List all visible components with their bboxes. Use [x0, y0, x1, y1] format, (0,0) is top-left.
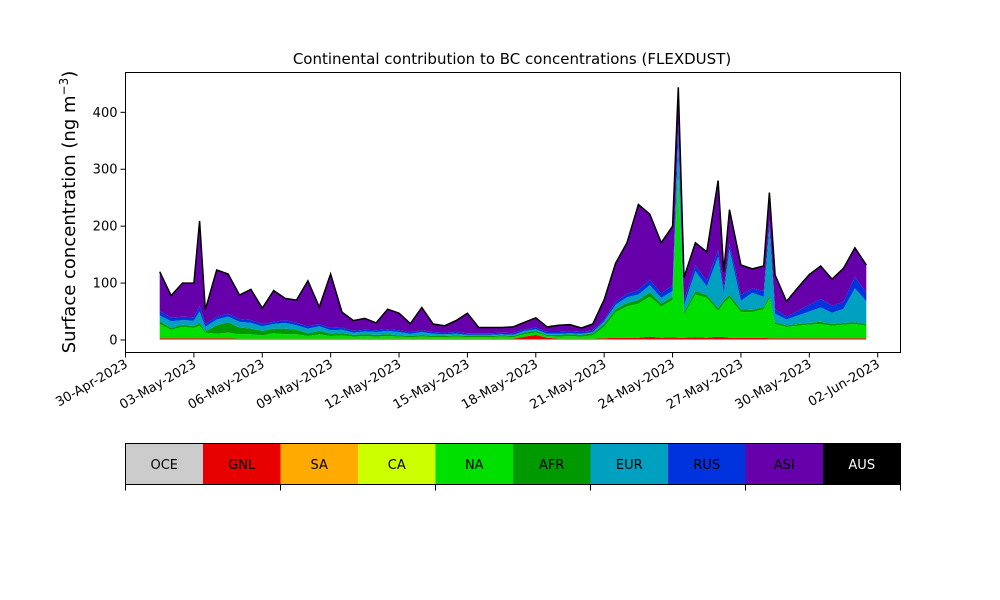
x-tick-label: 21-May-2023 — [527, 357, 609, 413]
legend-swatch-rus — [668, 443, 746, 485]
y-tick-label: 300 — [93, 163, 118, 178]
legend-swatch-asi — [745, 443, 823, 485]
x-tick-label: 24-May-2023 — [596, 357, 678, 413]
legend-swatch-aus — [823, 443, 901, 485]
x-tick-label: 03-May-2023 — [117, 357, 199, 413]
legend-label-oce: OCE — [150, 458, 178, 473]
legend-label-aus: AUS — [848, 458, 875, 473]
legend-swatch-oce — [125, 443, 203, 485]
legend-label-gnl: GNL — [228, 458, 256, 473]
x-tick-label: 15-May-2023 — [391, 357, 473, 413]
y-axis-label-exponent: −3 — [57, 78, 71, 96]
area-asi — [159, 87, 867, 334]
legend-swatch-sa — [280, 443, 358, 485]
y-axis-label-suffix: ) — [59, 71, 80, 78]
x-axis: 30-Apr-202303-May-202306-May-202309-May-… — [53, 352, 883, 413]
legend-label-rus: RUS — [693, 458, 720, 473]
x-tick-label: 02-Jun-2023 — [806, 357, 883, 410]
x-tick-label: 18-May-2023 — [459, 357, 541, 413]
legend-label-sa: SA — [311, 458, 328, 473]
x-tick-label: 09-May-2023 — [254, 357, 336, 413]
legend-label-eur: EUR — [616, 458, 643, 473]
legend-swatch-na — [435, 443, 513, 485]
area-oce — [159, 339, 867, 340]
x-tick-label: 30-May-2023 — [733, 357, 815, 413]
plot-frame — [125, 72, 901, 353]
y-tick-label: 0 — [109, 333, 117, 348]
y-axis-label-text: Surface concentration (ng m — [59, 95, 80, 353]
x-tick-label: 12-May-2023 — [322, 357, 404, 413]
legend-label-afr: AFR — [539, 458, 564, 473]
area-layers — [159, 87, 867, 340]
y-axis-label: Surface concentration (ng m−3) — [57, 71, 80, 354]
area-rus — [159, 124, 867, 335]
y-tick-label: 100 — [93, 277, 118, 292]
legend: OCE GNL SA CA NA AFR EUR RUS ASI AUS — [125, 443, 901, 491]
y-axis: 0 100 200 300 400 — [93, 106, 126, 348]
legend-label-asi: ASI — [774, 458, 795, 473]
legend-label-ca: CA — [388, 458, 406, 473]
y-tick-label: 400 — [93, 106, 118, 121]
legend-label-na: NA — [465, 458, 484, 473]
legend-swatch-afr — [513, 443, 591, 485]
area-gnl — [159, 334, 867, 340]
legend-swatch-eur — [590, 443, 668, 485]
chart-title: Continental contribution to BC concentra… — [293, 50, 731, 68]
legend-swatch-gnl — [203, 443, 281, 485]
y-tick-label: 200 — [93, 220, 118, 235]
legend-frame — [125, 443, 901, 485]
total-line — [159, 87, 867, 329]
legend-swatch-ca — [358, 443, 436, 485]
x-tick-label: 27-May-2023 — [664, 357, 746, 413]
x-tick-label: 06-May-2023 — [186, 357, 268, 413]
